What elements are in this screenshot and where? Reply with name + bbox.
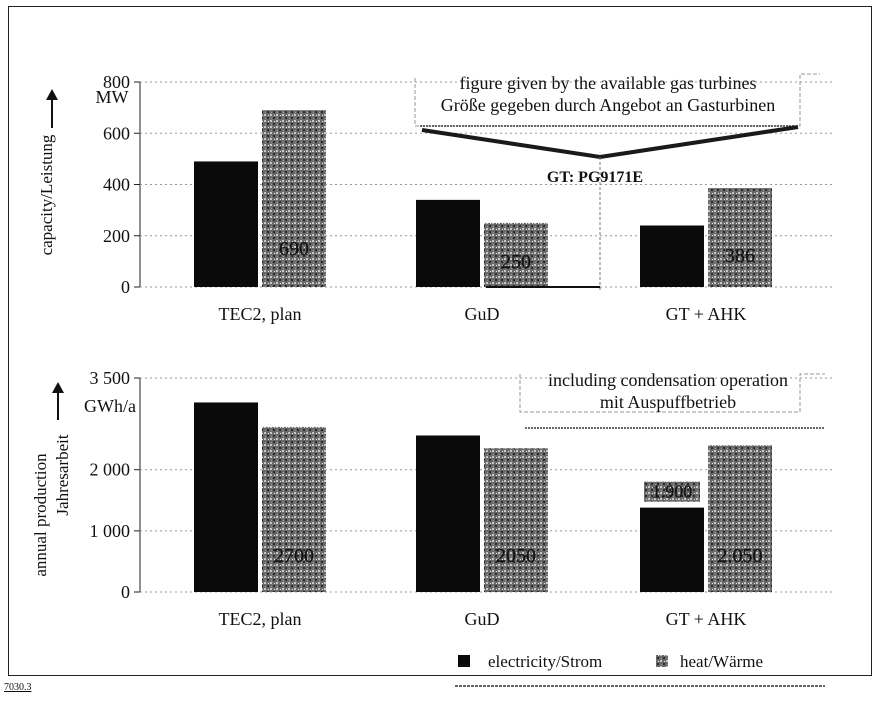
bar-electricity: [640, 225, 704, 287]
y-axis-title-line-1: annual production: [31, 453, 50, 577]
bar-heat: [262, 426, 326, 592]
y-axis-arrow-icon: [52, 382, 64, 420]
bar-heat: [484, 448, 548, 592]
category-label: TEC2, plan: [219, 609, 302, 629]
y-tick-label: 1 000: [90, 521, 131, 541]
y-tick-label: 200: [103, 226, 130, 246]
data-label-heat: 690: [279, 238, 309, 260]
figure-frame: [8, 6, 872, 676]
data-label-heat: 2050: [496, 545, 536, 567]
bar-electricity: [194, 402, 258, 592]
y-tick-label: 400: [103, 175, 130, 195]
y-tick-label: 0: [121, 582, 130, 602]
y-axis-arrow-icon: [46, 89, 58, 128]
extra-label-background: [644, 481, 700, 502]
data-label-heat: 2700: [274, 545, 314, 567]
y-tick-label: 600: [103, 123, 130, 143]
capacity-chart: 0 200 400 600 800 TEC2, plan GuD GT + AHK 690 2…: [37, 72, 835, 324]
legend-swatch-heat: [656, 655, 668, 667]
y-unit-label: MW: [96, 87, 129, 107]
category-label: TEC2, plan: [219, 304, 302, 324]
data-label-heat: 2.050: [718, 545, 763, 567]
data-label-heat: 386: [725, 245, 755, 267]
legend: electricity/Strom heat/Wärme: [455, 652, 825, 687]
turbine-note-box: figure given by the available gas turbin…: [414, 73, 820, 290]
production-chart: 0 1 000 2 000 3 500 TEC2, plan GuD GT + AHK 2…: [31, 368, 835, 629]
note-line-2: mit Auspuffbetrieb: [600, 392, 736, 412]
bar-electricity: [416, 199, 480, 287]
y-tick-label: 2 000: [90, 460, 131, 480]
y-axis-title-line-2: Jahresarbeit: [53, 434, 72, 515]
note-line-1: including condensation operation: [548, 370, 788, 390]
bar-electricity: [194, 161, 258, 287]
category-label: GT + AHK: [666, 304, 747, 324]
legend-swatch-electricity: [458, 655, 470, 667]
y-unit-label: GWh/a: [84, 396, 136, 416]
y-tick-label: 800: [103, 72, 130, 92]
y-axis-title: capacity/Leistung: [37, 134, 56, 255]
data-label-heat: 250: [501, 251, 531, 273]
legend-label-heat: heat/Wärme: [680, 652, 763, 671]
bar-heat: [708, 188, 772, 287]
y-tick-label: 0: [121, 277, 130, 297]
note-line-2: Größe gegeben durch Angebot an Gasturbin…: [441, 95, 775, 115]
data-label-extra: 1.900: [652, 482, 693, 502]
y-tick-label: 3 500: [90, 368, 131, 388]
category-label: GuD: [465, 609, 500, 629]
bar-electricity: [416, 435, 480, 592]
bar-heat: [708, 445, 772, 592]
pointer-line: [421, 125, 799, 160]
bar-electricity: [640, 507, 704, 592]
condensation-note-box: including condensation operation mit Aus…: [519, 370, 825, 429]
figure-id: 7030.3: [4, 682, 32, 693]
category-label: GT + AHK: [666, 609, 747, 629]
category-label: GuD: [465, 304, 500, 324]
turbine-label: GT: PG9171E: [547, 169, 643, 186]
legend-label-electricity: electricity/Strom: [488, 652, 602, 671]
bar-heat: [262, 110, 326, 287]
note-line-1: figure given by the available gas turbin…: [460, 73, 757, 93]
bar-heat: [484, 222, 548, 287]
